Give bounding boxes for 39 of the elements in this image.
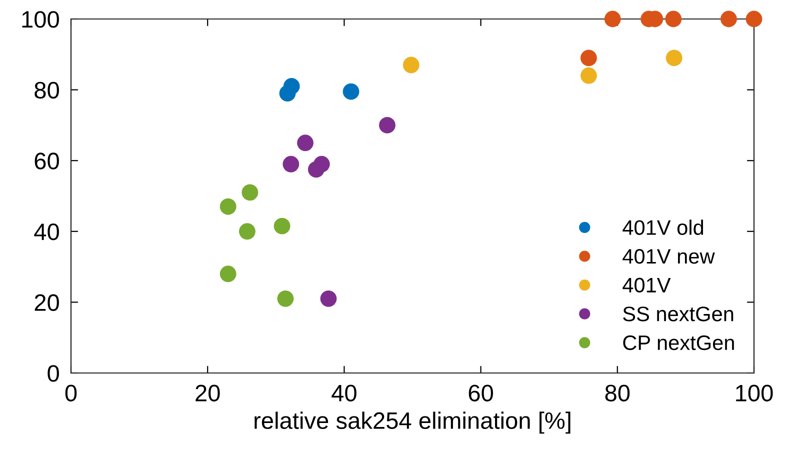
point <box>242 184 258 201</box>
point <box>580 67 597 84</box>
x-tick-label: 20 <box>196 384 220 402</box>
x-tick-label: 0 <box>65 384 77 402</box>
legend-label: 401V new <box>622 248 715 264</box>
legend-label: 401V old <box>622 220 704 235</box>
y-tick-label: 60 <box>34 152 59 170</box>
legend-label: 401V <box>622 278 671 293</box>
x-tick-label: 60 <box>468 384 494 402</box>
y-tick-label: 40 <box>34 223 59 240</box>
legend-label: SS nextGen <box>623 306 734 322</box>
point <box>665 10 682 28</box>
point <box>238 223 256 240</box>
point <box>580 50 597 66</box>
y-tick-label: 0 <box>48 365 59 382</box>
y-tick-label: 100 <box>22 11 59 28</box>
point <box>282 156 300 172</box>
point <box>283 78 300 94</box>
point <box>220 198 236 215</box>
y-tick-label: 80 <box>34 82 59 99</box>
point <box>342 83 360 100</box>
point <box>320 290 337 307</box>
point <box>720 10 737 28</box>
x-axis-title: relative sak254 elimination [%] <box>254 412 570 434</box>
point <box>402 56 420 74</box>
point <box>604 10 621 28</box>
x-tick-label: 40 <box>332 384 356 402</box>
point <box>746 10 762 28</box>
legend-label: CP nextGen <box>623 335 734 350</box>
y-tick-label: 20 <box>34 294 59 311</box>
point <box>297 134 314 152</box>
x-tick-label: 100 <box>736 384 773 402</box>
x-tick-label: 80 <box>605 384 630 402</box>
point <box>274 218 290 234</box>
point <box>666 50 682 66</box>
point <box>220 266 236 282</box>
point <box>313 156 330 172</box>
point <box>379 116 396 134</box>
point <box>277 290 294 307</box>
